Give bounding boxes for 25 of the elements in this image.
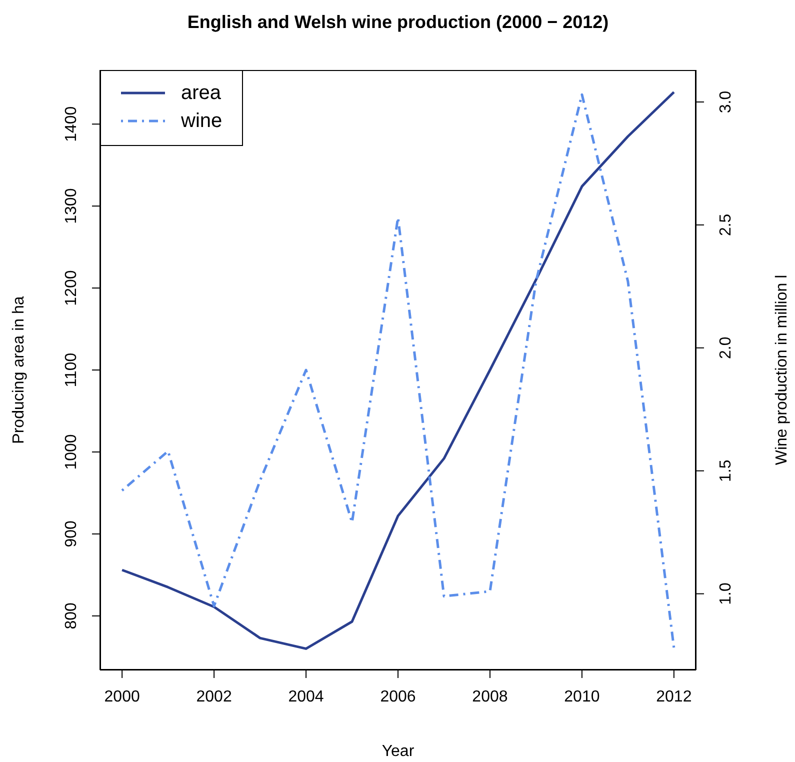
x-tick-label: 2012 [656,688,692,706]
x-tick-label: 2010 [564,688,600,706]
y-tick-label: 900 [63,520,80,548]
y2-tick-label: 2.0 [717,336,734,359]
y2-tick-label: 3.0 [717,90,734,114]
y-tick-label: 800 [63,602,80,630]
x-tick-label: 2006 [380,688,416,706]
x-tick-label: 2008 [472,688,508,706]
y-axis-title: Producing area in ha [10,296,28,444]
y2-tick-label: 1.0 [717,582,734,605]
y-tick-label: 1300 [63,188,80,224]
x-tick-label: 2004 [288,688,324,706]
y2-axis-title: Wine production in million l [774,274,791,466]
x-tick-label: 2000 [104,688,140,706]
chart-title: English and Welsh wine production (2000 − 2012) [186,12,610,33]
legend-label: wine [181,110,222,132]
y-tick-label: 1000 [63,434,80,470]
x-tick-label: 2002 [196,688,232,706]
y-tick-label: 1200 [63,270,80,306]
y-tick-label: 1400 [63,106,80,142]
legend-label: area [181,82,222,104]
y2-tick-label: 2.5 [717,214,734,236]
y-tick-label: 1100 [63,352,80,388]
x-axis-title: Year [382,743,415,760]
y2-tick-label: 1.5 [717,460,734,482]
